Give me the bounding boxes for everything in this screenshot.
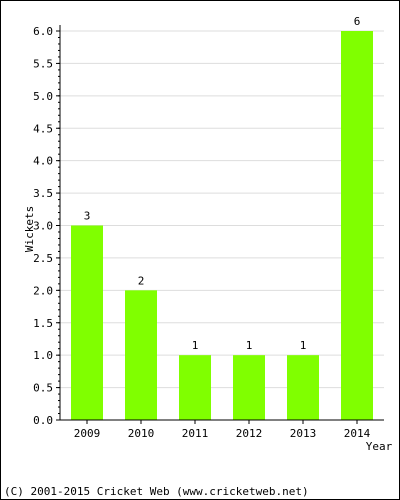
y-axis-title: Wickets bbox=[23, 206, 36, 252]
y-tick-label: 1.5 bbox=[33, 317, 53, 330]
y-tick-label: 2.5 bbox=[33, 252, 53, 265]
bar-2011 bbox=[179, 355, 211, 420]
y-tick-label: 4.5 bbox=[33, 122, 53, 135]
y-tick-label: 0.5 bbox=[33, 382, 53, 395]
y-tick-label: 6.0 bbox=[33, 25, 53, 38]
x-axis-title: Year bbox=[366, 440, 393, 453]
y-tick-label: 5.0 bbox=[33, 90, 53, 103]
x-tick-labels: 2009 2010 2011 2012 2013 2014 bbox=[74, 427, 371, 440]
bar-2009 bbox=[71, 225, 103, 420]
y-tick-labels: 0.0 0.5 1.0 1.5 2.0 2.5 3.0 3.5 4.0 4.5 5.0 5.5 6.0 bbox=[33, 25, 53, 427]
y-tick-label: 5.5 bbox=[33, 57, 53, 70]
data-label: 1 bbox=[300, 339, 307, 352]
data-label: 3 bbox=[84, 210, 91, 223]
bar-2013 bbox=[287, 355, 319, 420]
x-tick-label: 2010 bbox=[128, 427, 155, 440]
axes bbox=[56, 25, 384, 424]
x-tick-label: 2012 bbox=[236, 427, 263, 440]
y-tick-label: 3.5 bbox=[33, 187, 53, 200]
copyright-footer: (C) 2001-2015 Cricket Web (www.cricketwe… bbox=[4, 485, 309, 498]
x-tick-label: 2011 bbox=[182, 427, 209, 440]
y-tick-label: 2.0 bbox=[33, 284, 53, 297]
y-tick-label: 3.0 bbox=[33, 220, 53, 233]
x-tick-label: 2009 bbox=[74, 427, 101, 440]
y-tick-label: 4.0 bbox=[33, 155, 53, 168]
data-label: 1 bbox=[192, 339, 199, 352]
gridlines bbox=[60, 30, 384, 389]
data-label: 2 bbox=[138, 274, 145, 287]
data-labels: 3 2 1 1 1 6 bbox=[84, 15, 361, 352]
data-label: 6 bbox=[354, 15, 361, 28]
x-tick-label: 2013 bbox=[290, 427, 317, 440]
bar-2014 bbox=[341, 31, 373, 420]
bar-2012 bbox=[233, 355, 265, 420]
bar-2010 bbox=[125, 290, 157, 420]
x-tick-label: 2014 bbox=[344, 427, 371, 440]
data-label: 1 bbox=[246, 339, 253, 352]
bars bbox=[71, 31, 373, 420]
y-tick-label: 0.0 bbox=[33, 414, 53, 427]
y-tick-label: 1.0 bbox=[33, 349, 53, 362]
